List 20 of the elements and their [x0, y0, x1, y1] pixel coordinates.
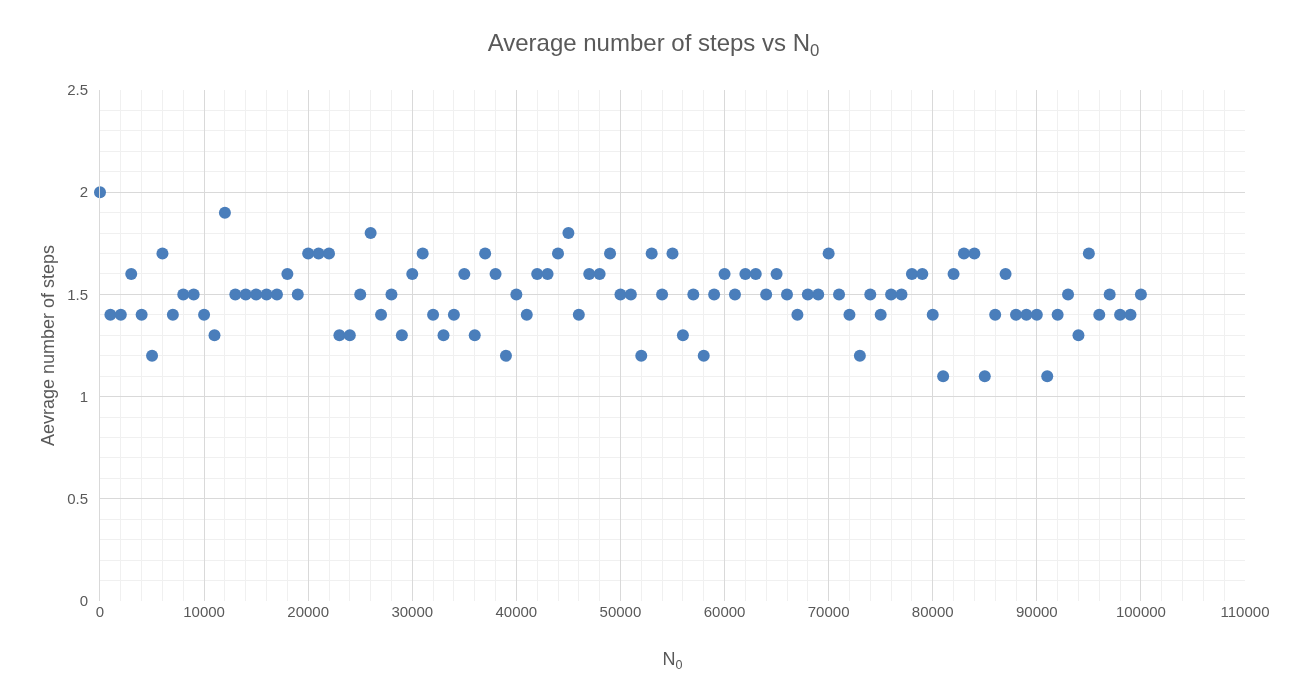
x-tick-label: 40000	[495, 603, 538, 620]
x-tick-label: 60000	[703, 603, 746, 620]
y-tick-label: 1.5	[67, 285, 88, 303]
x-tick-label: 30000	[391, 603, 434, 620]
chart-title: Average number of steps vs N$_{0}$	[487, 28, 820, 60]
x-tick-label: 70000	[807, 603, 850, 620]
y-tick-label: 2	[79, 183, 88, 201]
y-axis-title: Aevrage number of steps	[38, 244, 58, 447]
x-tick-label: 90000	[1015, 603, 1058, 620]
x-tick-label: 80000	[911, 603, 954, 620]
x-tick-label: 50000	[599, 603, 642, 620]
x-tick-label: 100000	[1115, 603, 1166, 620]
x-tick-label: 0	[95, 603, 105, 620]
y-tick-label: 2.5	[67, 81, 88, 99]
y-tick-label: 1	[79, 387, 88, 405]
x-axis-title: N$_{0}$	[662, 649, 683, 672]
x-tick-label: 20000	[287, 603, 330, 620]
x-tick-label: 110000	[1220, 603, 1270, 620]
y-tick-label: 0.5	[67, 490, 88, 508]
x-tick-label: 10000	[183, 603, 225, 620]
